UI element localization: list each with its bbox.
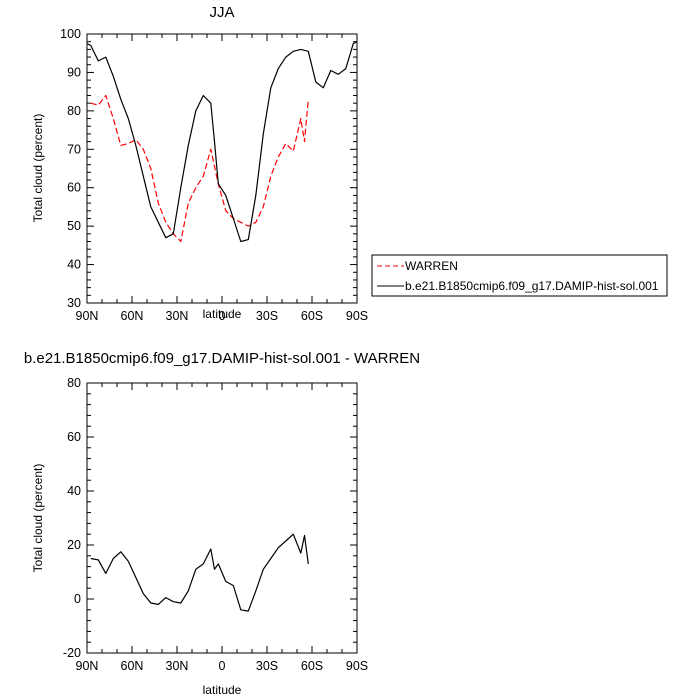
- top-panel: JJA 90N 60N 30N 0 30S 60S 90S 30 40 50 60 70 80 90 100…: [31, 4, 368, 323]
- legend-box: [371, 254, 668, 297]
- bottom-plot-frame: [86, 382, 358, 654]
- top-tick-group: 90N 60N 30N 0 30S 60S 90S 30 40 50 60 70 80 90 100: [60, 27, 368, 323]
- x-tick-label: 90N: [76, 659, 99, 673]
- y-tick-label: 90: [67, 65, 81, 79]
- x-tick-label: 30N: [166, 659, 189, 673]
- top-plot-frame: [86, 33, 358, 304]
- bottom-series-line-0: [90, 533, 309, 612]
- top-series-group: [86, 41, 358, 243]
- x-tick-label: 90S: [346, 309, 368, 323]
- y-tick-label: 70: [67, 142, 81, 156]
- top-series-line-0: [90, 94, 309, 243]
- y-tick-label: 50: [67, 219, 81, 233]
- x-tick-label: 60S: [301, 659, 323, 673]
- x-tick-label: 60S: [301, 309, 323, 323]
- y-tick-label: 100: [60, 27, 81, 41]
- y-tick-label: 20: [67, 538, 81, 552]
- y-tick-label: 40: [67, 258, 81, 272]
- x-tick-label: 60N: [121, 309, 144, 323]
- x-tick-label: 30S: [256, 659, 278, 673]
- bottom-x-axis-label: latitude: [203, 683, 242, 697]
- bottom-chart-title: b.e21.B1850cmip6.f09_g17.DAMIP-hist-sol.…: [24, 350, 420, 367]
- x-tick-label: 60N: [121, 659, 144, 673]
- y-tick-label: 80: [67, 104, 81, 118]
- bottom-tick-group: 90N 60N 30N 0 30S 60S 90S -20 0 20 40 60 80: [63, 376, 368, 673]
- top-y-axis-label: Total cloud (percent): [31, 114, 45, 223]
- bottom-panel: b.e21.B1850cmip6.f09_g17.DAMIP-hist-sol.…: [24, 350, 420, 697]
- x-tick-label: 0: [219, 659, 226, 673]
- y-tick-label: 80: [67, 376, 81, 390]
- y-tick-label: 0: [74, 592, 81, 606]
- bottom-series-group: [90, 533, 309, 612]
- bottom-y-axis-label: Total cloud (percent): [31, 464, 45, 573]
- top-x-axis-label: latitude: [203, 307, 242, 321]
- x-tick-label: 30S: [256, 309, 278, 323]
- legend-warren-label: WARREN: [405, 259, 458, 273]
- y-tick-label: 60: [67, 181, 81, 195]
- top-series-line-1: [86, 41, 358, 243]
- y-tick-label: -20: [63, 646, 81, 660]
- x-tick-label: 90S: [346, 659, 368, 673]
- y-tick-label: 60: [67, 430, 81, 444]
- top-chart-title: JJA: [209, 4, 234, 21]
- legend-model-label: b.e21.B1850cmip6.f09_g17.DAMIP-hist-sol.…: [405, 279, 659, 293]
- x-tick-label: 30N: [166, 309, 189, 323]
- y-tick-label: 30: [67, 296, 81, 310]
- x-tick-label: 0: [219, 309, 226, 323]
- y-tick-label: 40: [67, 484, 81, 498]
- legend: WARREN b.e21.B1850cmip6.f09_g17.DAMIP-hi…: [371, 254, 668, 297]
- x-tick-label: 90N: [76, 309, 99, 323]
